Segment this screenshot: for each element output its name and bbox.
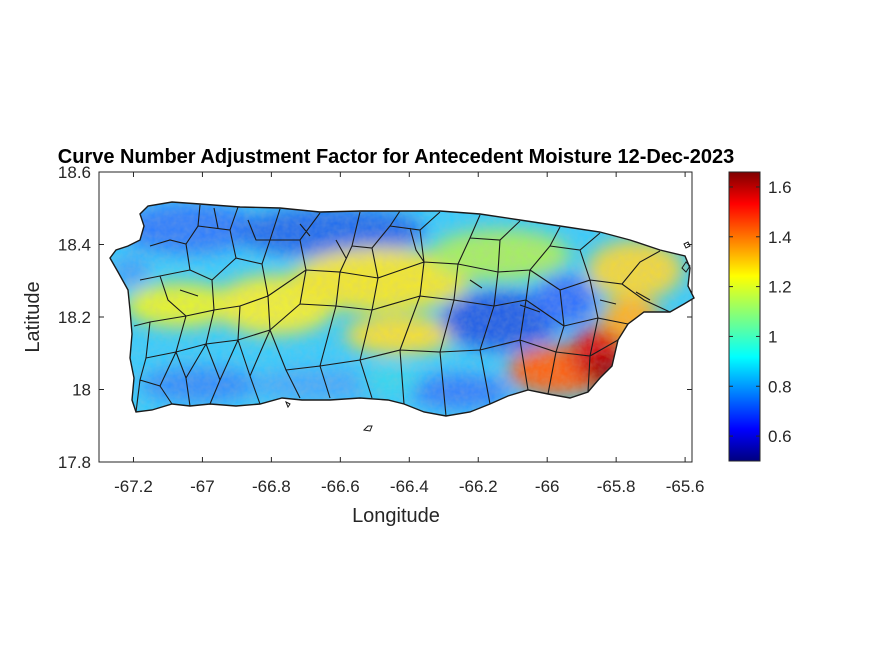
colorbar-gradient [728, 171, 761, 462]
colorbar-ticks: 0.6 0.8 1 1.2 1.4 1.6 [729, 178, 792, 446]
x-tick-label: -65.8 [597, 477, 636, 496]
boundary-lines [133, 204, 671, 417]
x-tick-label: -66.2 [459, 477, 498, 496]
x-tick-label: -67.2 [114, 477, 153, 496]
plot-area: -67.2 -67 -66.8 -66.6 -66.4 -66.2 -66 -65.8 -65.… [58, 163, 705, 496]
x-tick-label: -66.8 [252, 477, 291, 496]
colorbar-tick-label: 1.4 [768, 228, 792, 247]
x-tick-label: -66 [535, 477, 560, 496]
colorbar-tick-label: 1.6 [768, 178, 792, 197]
offshore-islands [285, 241, 691, 432]
x-tick-label: -65.6 [666, 477, 705, 496]
y-tick-label: 18.4 [58, 236, 91, 255]
x-tick-label: -66.4 [390, 477, 429, 496]
municipality-boundaries [109, 201, 695, 417]
colorbar-tick-label: 0.8 [768, 377, 792, 396]
small-island-east-1 [681, 261, 691, 273]
colorbar-tick-label: 0.6 [768, 427, 792, 446]
x-axis-label: Longitude [352, 505, 440, 527]
colorbar-tick-label: 1 [768, 327, 777, 346]
x-tick-label: -67 [190, 477, 215, 496]
y-axis-ticks: 17.8 18 18.2 18.4 18.6 [58, 163, 692, 472]
x-tick-label: -66.6 [321, 477, 360, 496]
small-island-south-1 [285, 400, 291, 409]
y-tick-label: 18.2 [58, 308, 91, 327]
y-tick-label: 17.8 [58, 453, 91, 472]
y-tick-label: 18.6 [58, 163, 91, 182]
island-coastline [109, 201, 695, 417]
y-axis-label: Latitude [22, 281, 44, 352]
chart-title: Curve Number Adjustment Factor for Antec… [58, 146, 734, 168]
small-island-east-2 [683, 241, 691, 249]
colorbar: 0.6 0.8 1 1.2 1.4 1.6 [728, 171, 792, 462]
y-tick-label: 18 [72, 381, 91, 400]
x-axis-ticks: -67.2 -67 -66.8 -66.6 -66.4 -66.2 -66 -65.8 -65.… [114, 172, 704, 496]
caja-de-muertos-island [362, 425, 373, 432]
colorbar-tick-label: 1.2 [768, 278, 792, 297]
